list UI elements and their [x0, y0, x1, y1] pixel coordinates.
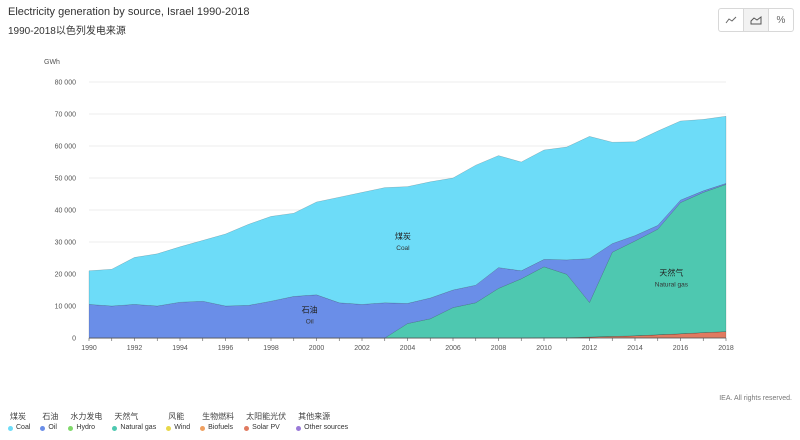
x-tick-label: 2014 [627, 345, 643, 352]
area-annotation-sublabel: Oil [306, 318, 315, 325]
legend-swatch-icon [112, 425, 118, 431]
area-annotation-sublabel: Coal [396, 245, 410, 252]
area-chart-icon [750, 15, 762, 24]
legend-swatch-icon [244, 425, 250, 431]
y-tick-label: 50 000 [55, 176, 77, 183]
y-tick-label: 80 000 [55, 80, 77, 87]
x-tick-label: 2000 [309, 345, 325, 352]
legend-text: Coal [16, 424, 31, 431]
area-chart-button[interactable] [744, 9, 769, 31]
legend-item-other-sources[interactable]: 其他来源 Other sources [296, 412, 348, 434]
legend-text: Other sources [304, 424, 349, 431]
y-tick-label: 10 000 [55, 304, 77, 311]
x-tick-label: 1998 [263, 345, 279, 352]
legend-label-cn: 石油 [42, 412, 59, 421]
legend-text: Wind [174, 424, 191, 431]
legend-label-cn: 天然气 [114, 412, 139, 421]
y-tick-label: 0 [72, 336, 76, 343]
legend-label-cn: 煤炭 [10, 412, 26, 421]
legend-label-en: Biofuels [200, 422, 234, 434]
x-tick-label: 1996 [218, 345, 234, 352]
percent-button[interactable]: % [776, 14, 786, 26]
legend-label-en: Solar PV [244, 422, 286, 434]
legend-label-cn: 太阳能光伏 [246, 412, 287, 421]
y-tick-label: 20 000 [55, 272, 77, 279]
series-area-coal[interactable] [88, 115, 727, 307]
y-tick-label: 70 000 [55, 112, 77, 119]
chart-legend: 煤炭 Coal 石油 Oil 水力发电 Hydro 天然气 Natural gas 风能 Wind… [8, 412, 358, 434]
legend-item-wind[interactable]: 风能 Wind [166, 412, 190, 434]
legend-text: Natural gas [120, 424, 157, 431]
x-tick-label: 2010 [536, 345, 552, 352]
area-annotation-label: 煤炭 [395, 231, 411, 241]
legend-label-en: Hydro [68, 422, 102, 434]
legend-item-oil[interactable]: 石油 Oil [40, 412, 58, 434]
x-tick-label: 2006 [445, 345, 461, 352]
legend-label-cn: 风能 [168, 412, 185, 421]
legend-label-en: Wind [166, 422, 190, 434]
legend-swatch-icon [68, 425, 74, 431]
legend-label-en: Other sources [296, 422, 348, 434]
x-tick-label: 2002 [354, 345, 370, 352]
chart-subtitle: 1990-2018以色列发电来源 [8, 26, 126, 37]
x-tick-label: 2018 [718, 345, 734, 352]
y-axis-unit: GWh [44, 59, 60, 66]
legend-label-cn: 其他来源 [298, 412, 331, 421]
x-tick-label: 1992 [127, 345, 143, 352]
legend-item-natural-gas[interactable]: 天然气 Natural gas [112, 412, 156, 434]
legend-text: Biofuels [208, 424, 234, 431]
legend-label-cn: 水力发电 [70, 412, 103, 421]
x-tick-label: 1990 [81, 345, 97, 352]
legend-label-cn: 生物燃料 [202, 412, 235, 421]
x-tick-label: 2008 [491, 345, 507, 352]
legend-swatch-icon [166, 425, 172, 431]
area-chart: 0 10 000 20 000 30 000 40 000 50 000 60 000 70 … [44, 59, 734, 352]
legend-label-en: Coal [8, 422, 30, 434]
line-chart-button[interactable] [719, 9, 744, 31]
legend-item-solar-pv[interactable]: 太阳能光伏 Solar PV [244, 412, 286, 434]
legend-text: Solar PV [252, 424, 280, 431]
chart-title: Electricity generation by source, Israel… [8, 6, 250, 18]
legend-label-en: Natural gas [112, 422, 156, 434]
credit-text: IEA. All rights reserved. [719, 395, 792, 402]
line-chart-icon [725, 16, 737, 24]
x-tick-label: 2004 [400, 345, 416, 352]
legend-swatch-icon [8, 425, 13, 431]
legend-swatch-icon [296, 425, 302, 431]
legend-item-hydro[interactable]: 水力发电 Hydro [68, 412, 102, 434]
x-tick-label: 2016 [673, 345, 689, 352]
legend-text: Hydro [76, 424, 96, 431]
area-annotation-sublabel: Natural gas [655, 282, 689, 289]
legend-item-biofuels[interactable]: 生物燃料 Biofuels [200, 412, 234, 434]
legend-swatch-icon [200, 425, 206, 431]
legend-item-coal[interactable]: 煤炭 Coal [8, 412, 30, 434]
y-tick-label: 40 000 [55, 208, 77, 215]
y-tick-label: 60 000 [55, 144, 77, 151]
chart-type-toolbar: % [718, 8, 794, 32]
legend-text: Oil [48, 424, 57, 431]
area-annotation-label: 天然气 [659, 268, 683, 278]
legend-swatch-icon [40, 425, 46, 431]
x-tick-label: 1994 [172, 345, 188, 352]
legend-label-en: Oil [40, 422, 58, 434]
y-tick-label: 30 000 [55, 240, 77, 247]
area-annotation-label: 石油 [302, 304, 318, 314]
x-tick-label: 2012 [582, 345, 598, 352]
